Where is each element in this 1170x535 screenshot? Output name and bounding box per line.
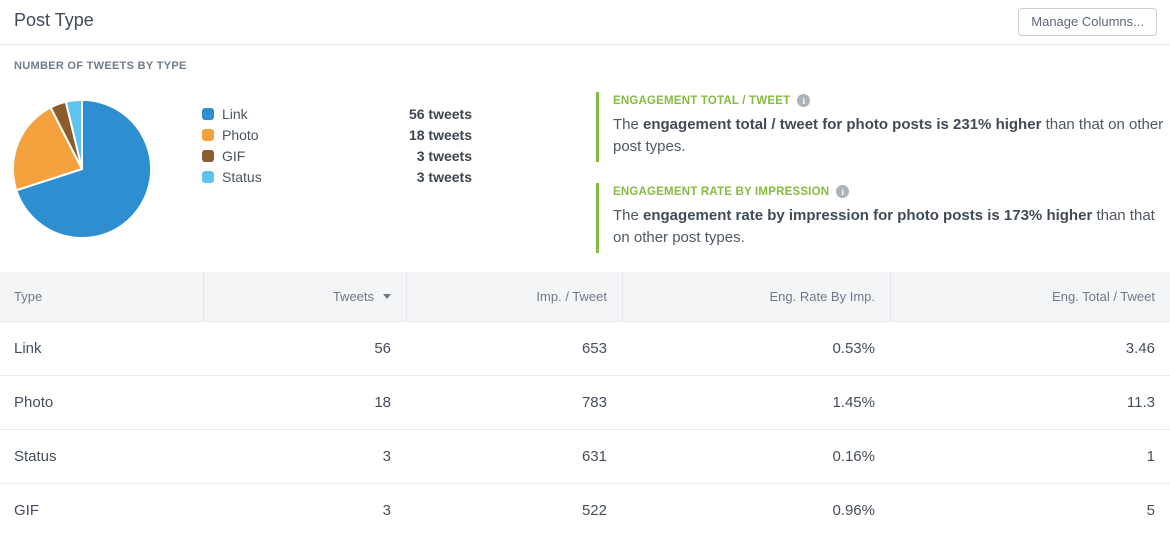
legend-label: Status — [222, 168, 262, 185]
cell-type: Photo — [14, 394, 54, 411]
table-row-status: Status 3 631 0.16% 1 — [0, 430, 1170, 484]
pie-slice-photo — [11, 106, 83, 192]
legend-value: 18 tweets — [408, 126, 472, 143]
table-header-row: Type Tweets Imp. / Tweet Eng. Rate By Im… — [0, 272, 1170, 322]
cell-tweets: 3 — [382, 448, 391, 465]
column-header-imp-per-tweet[interactable]: Imp. / Tweet — [406, 272, 622, 321]
insight-body: The engagement rate by impression for ph… — [613, 205, 1170, 249]
tweets-by-type-pie-chart — [8, 95, 156, 243]
legend-item-photo: Photo 18 tweets — [202, 124, 472, 145]
table-row-photo: Photo 18 783 1.45% 11.3 — [0, 376, 1170, 430]
legend-item-link: Link 56 tweets — [202, 103, 472, 124]
insight-title: ENGAGEMENT TOTAL / TWEET — [613, 94, 791, 107]
table-row-link: Link 56 653 0.53% 3.46 — [0, 322, 1170, 376]
cell-eng-rate-by-imp: 0.16% — [832, 448, 875, 465]
legend-swatch-photo-icon — [202, 128, 214, 141]
pie-chart-svg — [11, 98, 153, 239]
insight-body: The engagement total / tweet for photo p… — [613, 114, 1170, 158]
legend-swatch-status-icon — [202, 170, 214, 183]
cell-eng-total-per-tweet: 3.46 — [1125, 340, 1155, 357]
legend-item-gif: GIF 3 tweets — [202, 145, 472, 166]
cell-imp-per-tweet: 653 — [581, 340, 607, 357]
legend-swatch-gif-icon — [202, 149, 214, 162]
legend-item-status: Status 3 tweets — [202, 166, 472, 187]
pie-slice-status — [64, 98, 83, 170]
pie-legend: Link 56 tweets Photo 18 tweets GIF 3 twe… — [202, 103, 472, 187]
legend-label: Photo — [222, 126, 259, 143]
column-header-type[interactable]: Type — [14, 289, 43, 304]
sort-descending-icon — [383, 294, 391, 299]
insight-engagement-total: ENGAGEMENT TOTAL / TWEET i The engagemen… — [596, 92, 1170, 162]
insight-text-suffix: than that on other post types. — [613, 116, 1164, 155]
insight-title-row: ENGAGEMENT RATE BY IMPRESSION i — [613, 185, 1170, 198]
cell-tweets: 56 — [374, 340, 391, 357]
legend-value: 56 tweets — [408, 105, 472, 122]
insight-title-row: ENGAGEMENT TOTAL / TWEET i — [613, 94, 1170, 107]
legend-value: 3 tweets — [416, 168, 472, 185]
insight-title: ENGAGEMENT RATE BY IMPRESSION — [613, 185, 830, 198]
panel-header: Post Type Manage Columns... — [0, 0, 1170, 45]
cell-imp-per-tweet: 783 — [581, 394, 607, 411]
insight-engagement-rate: ENGAGEMENT RATE BY IMPRESSION i The enga… — [596, 183, 1170, 253]
cell-eng-rate-by-imp: 0.96% — [832, 502, 875, 519]
column-header-tweets[interactable]: Tweets — [203, 272, 406, 321]
section-title: NUMBER OF TWEETS BY TYPE — [14, 60, 187, 72]
insight-text-prefix: The — [613, 116, 644, 133]
cell-imp-per-tweet: 631 — [581, 448, 607, 465]
column-header-eng-total-per-tweet[interactable]: Eng. Total / Tweet — [890, 272, 1170, 321]
table-body: Link 56 653 0.53% 3.46 Photo 18 783 1.45… — [0, 322, 1170, 535]
legend-label: GIF — [222, 147, 246, 164]
cell-eng-total-per-tweet: 1 — [1146, 448, 1155, 465]
cell-tweets: 3 — [382, 502, 391, 519]
pie-slice-link — [15, 98, 153, 239]
cell-tweets: 18 — [374, 394, 391, 411]
info-icon[interactable]: i — [836, 185, 850, 198]
cell-type: GIF — [14, 502, 39, 519]
info-icon[interactable]: i — [797, 94, 811, 107]
cell-eng-total-per-tweet: 5 — [1146, 502, 1155, 519]
column-header-tweets-label: Tweets — [332, 289, 374, 304]
cell-eng-rate-by-imp: 1.45% — [832, 394, 875, 411]
insight-text-suffix: than that on other post types. — [613, 207, 1155, 246]
insight-text-prefix: The — [613, 207, 644, 224]
manage-columns-button[interactable]: Manage Columns... — [1018, 8, 1157, 36]
cell-type: Status — [14, 448, 57, 465]
insights-panel: ENGAGEMENT TOTAL / TWEET i The engagemen… — [596, 92, 1170, 253]
insight-text-bold: engagement rate by impression for photo … — [643, 207, 1093, 224]
cell-eng-total-per-tweet: 11.3 — [1126, 394, 1155, 411]
insight-text-bold: engagement total / tweet for photo posts… — [643, 116, 1042, 133]
legend-swatch-link-icon — [202, 107, 214, 120]
post-type-table: Type Tweets Imp. / Tweet Eng. Rate By Im… — [0, 272, 1170, 535]
table-row-gif: GIF 3 522 0.96% 5 — [0, 484, 1170, 535]
cell-eng-rate-by-imp: 0.53% — [832, 340, 875, 357]
legend-value: 3 tweets — [416, 147, 472, 164]
cell-type: Link — [14, 340, 42, 357]
column-header-eng-rate-by-imp[interactable]: Eng. Rate By Imp. — [622, 272, 890, 321]
legend-label: Link — [222, 105, 248, 122]
cell-imp-per-tweet: 522 — [581, 502, 607, 519]
page-title: Post Type — [14, 10, 94, 30]
